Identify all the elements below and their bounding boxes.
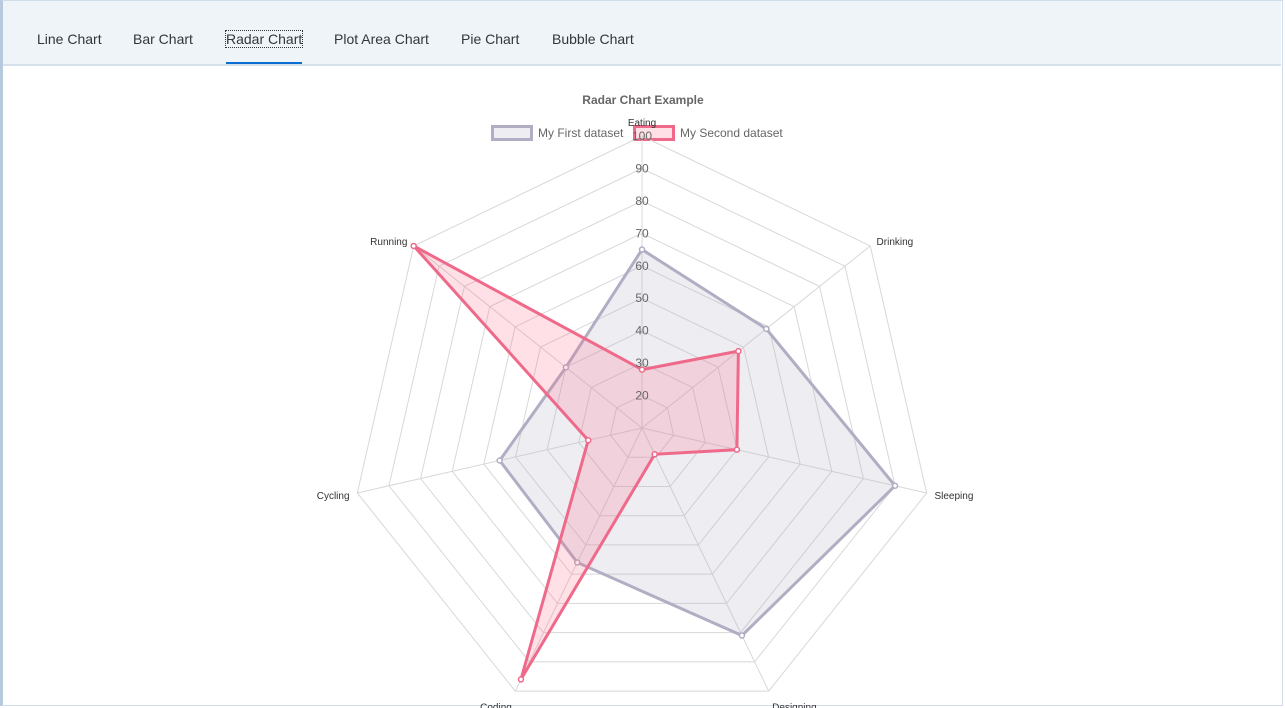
active-tab-indicator [226,62,302,64]
grid-ring [578,362,706,487]
tick-label: 60 [635,259,649,273]
legend-item-second-dataset[interactable]: My Second dataset [633,125,784,141]
tab-bubble-chart[interactable]: Bubble Chart [552,31,634,47]
data-point-series-2-drinking[interactable] [735,347,742,355]
tick-label: 90 [635,161,649,175]
point-label-coding: Coding [480,702,512,708]
grid-spoke [413,245,643,429]
tab-line-chart[interactable]: Line Chart [37,31,102,47]
grid-ring [609,395,675,458]
tab-bar-chart[interactable]: Bar Chart [133,31,193,47]
data-point-series-1-designing[interactable] [738,632,746,639]
radar-point-labels: Eating Drinking Sleeping Designing Coding Cyc… [317,118,974,708]
grid-spoke [641,245,871,429]
grid-ring [483,265,801,575]
point-label-sleeping: Sleeping [934,491,973,502]
tick-label: 70 [635,226,649,240]
grid-ring [420,200,864,634]
legend-item-first-dataset[interactable]: My First dataset [491,125,625,141]
tab-plot-area-chart[interactable]: Plot Area Chart [334,31,429,47]
tab-radar-chart[interactable]: Radar Chart [224,30,304,48]
radar-series [410,242,899,683]
point-label-cycling: Cycling [317,491,350,502]
data-point-series-1-eating[interactable] [638,246,646,253]
tick-label: 80 [635,194,649,208]
data-point-series-1-drinking[interactable] [763,325,770,333]
data-point-series-2-running[interactable] [410,242,417,250]
radar-tick-labels: 20 30 40 50 60 70 80 90 100 [632,129,652,403]
legend-swatch-first-dataset [491,125,533,141]
legend-label-first-dataset: My First dataset [538,126,624,140]
data-point-series-2-sleeping[interactable] [733,446,741,453]
data-point-series-2-eating[interactable] [638,366,646,373]
tick-label: 30 [635,356,649,370]
data-point-series-1-coding[interactable] [573,559,581,566]
point-label-eating: Eating [628,118,656,129]
legend-swatch-second-dataset [633,125,675,141]
grid-ring [356,135,928,692]
legend-label-second-dataset: My Second dataset [680,126,783,140]
grid-ring [546,330,738,517]
point-label-designing: Designing [772,702,816,708]
grid-spoke [641,427,927,494]
tick-label: 50 [635,291,649,305]
tick-label: 40 [635,324,649,338]
chart-title: Radar Chart Example [582,93,704,107]
data-point-series-1-sleeping[interactable] [891,482,899,490]
point-label-running: Running [370,237,407,248]
point-label-drinking: Drinking [877,237,914,248]
grid-ring [388,167,896,663]
data-point-series-1-cycling[interactable] [496,457,503,464]
legend: My First dataset My Second dataset [491,125,784,141]
tick-label: 100 [632,129,652,143]
grid-ring [451,232,833,604]
tab-bar: Line Chart Bar Chart Radar Chart Plot Ar… [3,1,1281,66]
data-point-series-2-coding[interactable] [517,676,525,683]
series-area-2 [412,244,740,681]
data-point-series-1-running[interactable] [562,364,570,371]
grid-spoke [641,427,770,692]
data-point-series-2-designing[interactable] [651,451,658,458]
tab-pie-chart[interactable]: Pie Chart [461,31,520,47]
tick-label: 20 [635,389,649,403]
data-point-series-2-cycling[interactable] [584,437,592,444]
grid-ring [514,297,770,546]
